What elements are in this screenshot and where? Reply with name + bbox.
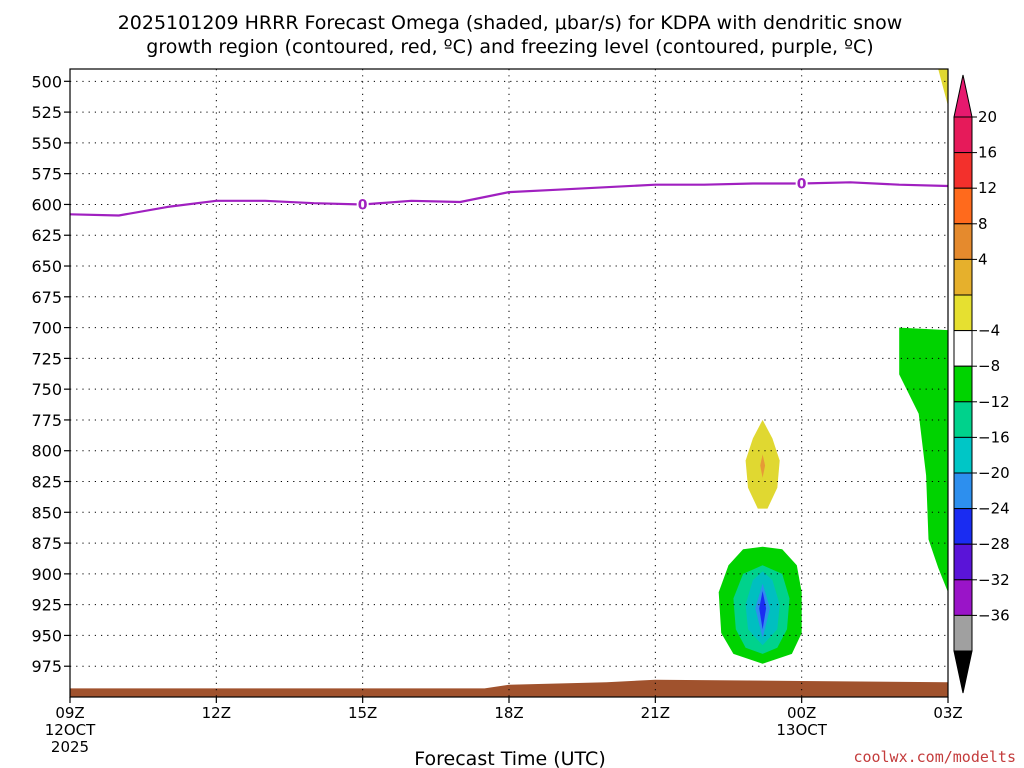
colorbar-swatch bbox=[953, 508, 973, 545]
colorbar-swatch bbox=[953, 294, 973, 332]
credit-text: coolwx.com/modelts bbox=[853, 748, 1016, 766]
colorbar-swatch bbox=[953, 258, 973, 296]
y-tick-label: 725 bbox=[31, 349, 62, 368]
colorbar-label: −24 bbox=[978, 500, 1010, 518]
colorbar-swatch bbox=[953, 614, 973, 652]
colorbar-swatch bbox=[953, 365, 973, 403]
x-tick-label: 21Z bbox=[641, 704, 670, 722]
y-tick-label: 575 bbox=[31, 165, 62, 184]
x-tick-label: 03Z bbox=[933, 704, 962, 722]
freezing-level-layer: 00 bbox=[69, 175, 949, 217]
y-tick-label: 975 bbox=[31, 657, 62, 676]
chart-title-line-1: 2025101209 HRRR Forecast Omega (shaded, … bbox=[118, 12, 903, 34]
colorbar-label: 16 bbox=[978, 144, 997, 162]
y-tick-label: 750 bbox=[31, 380, 62, 399]
colorbar-label: 20 bbox=[978, 108, 997, 126]
y-tick-label: 950 bbox=[31, 626, 62, 645]
omega-region-downward-green-edge bbox=[899, 327, 948, 593]
y-axis: 500 525 550 575 600 625 650 675 700 725 750 775 800 8… bbox=[31, 72, 70, 676]
y-tick-label: 700 bbox=[31, 319, 62, 338]
y-tick-label: 875 bbox=[31, 534, 62, 553]
y-tick-label: 550 bbox=[31, 134, 62, 153]
omega-region-upward-yellow-top bbox=[938, 69, 948, 106]
omega-shading-layer bbox=[70, 69, 948, 697]
y-tick-label: 800 bbox=[31, 442, 62, 461]
x-tick-year-label: 2025 bbox=[51, 738, 89, 756]
freezing-level-label: 0 bbox=[358, 197, 368, 213]
colorbar-swatch bbox=[953, 223, 973, 260]
colorbar-bottom-arrow bbox=[953, 650, 973, 694]
colorbar-swatch bbox=[953, 543, 973, 581]
colorbar-label: −20 bbox=[978, 464, 1010, 482]
colorbar-swatch bbox=[953, 579, 973, 616]
x-tick-label: 15Z bbox=[348, 704, 377, 722]
colorbar-swatch bbox=[953, 401, 973, 438]
x-tick-label: 00Z bbox=[787, 704, 816, 722]
x-tick-date-label: 13OCT bbox=[776, 721, 827, 739]
y-tick-label: 600 bbox=[31, 195, 62, 214]
x-tick-date-label: 12OCT bbox=[45, 721, 96, 739]
freezing-label-bg-6 bbox=[356, 196, 369, 212]
gridlines bbox=[70, 69, 948, 697]
x-tick-label: 18Z bbox=[494, 704, 523, 722]
colorbar-top-arrow bbox=[953, 74, 973, 118]
colorbar-swatch bbox=[953, 187, 973, 225]
y-tick-label: 525 bbox=[31, 103, 62, 122]
colorbar-label: −36 bbox=[978, 606, 1010, 624]
colorbar-label: −8 bbox=[978, 357, 1000, 375]
y-tick-label: 625 bbox=[31, 226, 62, 245]
x-tick-label: 12Z bbox=[202, 704, 231, 722]
y-tick-label: 900 bbox=[31, 565, 62, 584]
freezing-level-label: 0 bbox=[797, 177, 807, 193]
colorbar-swatch bbox=[953, 436, 973, 474]
y-tick-label: 675 bbox=[31, 288, 62, 307]
colorbar-swatch bbox=[953, 330, 973, 367]
colorbar-label: 8 bbox=[978, 215, 988, 233]
colorbar-label: −4 bbox=[978, 322, 1000, 340]
freezing-label-bg-15 bbox=[795, 175, 808, 191]
colorbar-label: −16 bbox=[978, 428, 1010, 446]
omega-region-upward-orange-core bbox=[760, 454, 766, 478]
y-tick-label: 650 bbox=[31, 257, 62, 276]
colorbar-swatch bbox=[953, 472, 973, 510]
colorbar-label: −28 bbox=[978, 535, 1010, 553]
colorbar-label: 4 bbox=[978, 250, 988, 268]
colorbar-label: −32 bbox=[978, 571, 1010, 589]
colorbar-swatch bbox=[953, 152, 973, 189]
y-tick-label: 775 bbox=[31, 411, 62, 430]
chart-title-line-2: growth region (contoured, red, ºC) and f… bbox=[146, 36, 873, 58]
omega-region-downward-blue-core bbox=[759, 591, 767, 630]
y-tick-label: 925 bbox=[31, 596, 62, 615]
colorbar: 20 16 12 8 4 −4 −8 −12 −16 −20 −24 −28 −32 −36 bbox=[953, 74, 1010, 694]
colorbar-label: 12 bbox=[978, 179, 997, 197]
y-tick-label: 825 bbox=[31, 473, 62, 492]
colorbar-swatch bbox=[953, 116, 973, 154]
x-tick-label: 09Z bbox=[55, 704, 84, 722]
y-tick-label: 500 bbox=[31, 72, 62, 91]
colorbar-label: −12 bbox=[978, 393, 1010, 411]
terrain-fill bbox=[70, 679, 948, 697]
y-tick-label: 850 bbox=[31, 503, 62, 522]
x-axis-label: Forecast Time (UTC) bbox=[414, 748, 605, 768]
